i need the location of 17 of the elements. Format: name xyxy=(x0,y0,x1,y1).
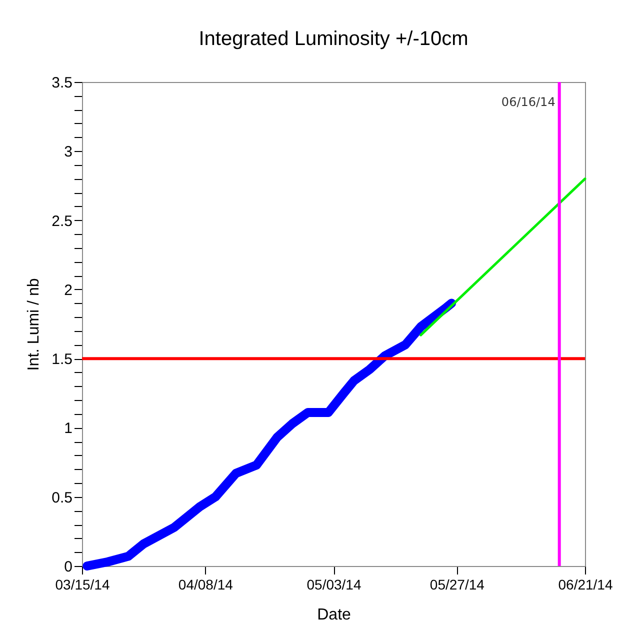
x-axis-title: Date xyxy=(317,606,351,624)
y-tick-label: 2 xyxy=(64,282,72,299)
y-tick-label: 3.5 xyxy=(52,74,72,92)
x-tick-label: 05/27/14 xyxy=(430,576,485,592)
y-tick-label: 1.5 xyxy=(52,351,72,368)
x-tick-label: 04/08/14 xyxy=(178,576,234,592)
y-tick-label: 0 xyxy=(64,558,72,576)
y-tick-label: 3 xyxy=(64,144,72,161)
y-tick-label: 1 xyxy=(64,420,72,438)
y-tick-label: 2.5 xyxy=(52,212,72,230)
y-tick-label: 0.5 xyxy=(52,489,72,506)
chart-title: Integrated Luminosity +/-10cm xyxy=(198,28,468,50)
y-axis-title: Int. Lumi / nb xyxy=(26,278,43,371)
x-tick-label: 06/21/14 xyxy=(558,576,613,592)
ref-line-label: 06/16/14 xyxy=(501,95,556,109)
x-tick-label: 05/03/14 xyxy=(306,576,362,592)
x-tick-label: 03/15/14 xyxy=(55,576,110,592)
